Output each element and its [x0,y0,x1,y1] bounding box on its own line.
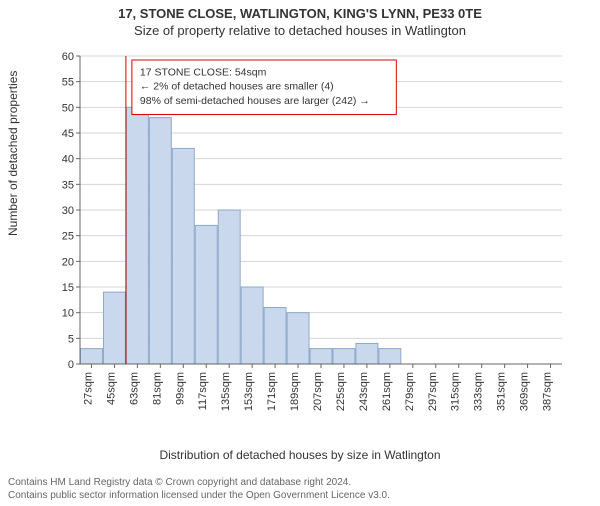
annotation-line: ← 2% of detached houses are smaller (4) [140,81,334,93]
x-axis-label: Distribution of detached houses by size … [0,448,600,462]
histogram-bar [126,107,148,364]
x-tick-label: 153sqm [243,372,255,411]
x-tick-label: 63sqm [128,372,140,405]
svg-text:55: 55 [62,77,74,89]
histogram-chart: 0 5 10 15 20 25 30 35 40 45 50 55 60 27sqm 45sqm 63sqm 8… [52,50,572,420]
svg-text:35: 35 [62,179,74,191]
x-tick-label: 243sqm [358,372,370,411]
histogram-bar [172,148,194,364]
x-tick-label: 99sqm [174,372,186,405]
histogram-bar [103,292,125,364]
x-tick-label: 351sqm [496,372,508,411]
x-tick-label: 279sqm [404,372,416,411]
svg-text:5: 5 [68,333,74,345]
svg-text:15: 15 [62,282,74,294]
histogram-bar [81,349,103,364]
svg-text:20: 20 [62,256,74,268]
histogram-bar [310,349,332,364]
x-tick-label: 369sqm [519,372,531,411]
page-title-1: 17, STONE CLOSE, WATLINGTON, KING'S LYNN… [0,6,600,21]
histogram-bar [195,225,217,364]
x-tick-label: 333sqm [473,372,485,411]
x-tick-label: 261sqm [381,372,393,411]
annotation-line: 17 STONE CLOSE: 54sqm [140,67,267,79]
svg-text:45: 45 [62,128,74,140]
histogram-bar [333,349,355,364]
x-tick-label: 171sqm [266,372,278,411]
footer-attribution: Contains HM Land Registry data © Crown c… [8,477,390,502]
svg-text:0: 0 [68,359,74,371]
svg-text:60: 60 [62,51,74,63]
histogram-bar [264,308,286,364]
histogram-bar [149,118,171,364]
histogram-bar [379,349,401,364]
svg-text:40: 40 [62,154,74,166]
x-tick-label: 135sqm [220,372,232,411]
x-tick-label: 207sqm [312,372,324,411]
svg-text:30: 30 [62,205,74,217]
histogram-bar [218,210,240,364]
footer-line-1: Contains HM Land Registry data © Crown c… [8,477,390,490]
x-tick-label: 225sqm [335,372,347,411]
svg-text:50: 50 [62,102,74,114]
y-axis-label: Number of detached properties [6,71,20,236]
svg-text:25: 25 [62,231,74,243]
histogram-bar [241,287,263,364]
x-tick-label: 117sqm [197,372,209,410]
x-tick-label: 315sqm [450,372,462,411]
x-tick-label: 81sqm [151,372,163,405]
histogram-bar [287,313,309,364]
x-tick-label: 45sqm [105,372,117,405]
x-tick-label: 297sqm [427,372,439,411]
page-title-2: Size of property relative to detached ho… [0,23,600,38]
footer-line-2: Contains public sector information licen… [8,490,390,503]
annotation-line: 98% of semi-detached houses are larger (… [140,95,370,107]
x-tick-label: 27sqm [82,372,94,405]
x-tick-label: 189sqm [289,372,301,411]
svg-text:10: 10 [62,308,74,320]
histogram-bar [356,343,378,364]
x-tick-label: 387sqm [542,372,554,411]
